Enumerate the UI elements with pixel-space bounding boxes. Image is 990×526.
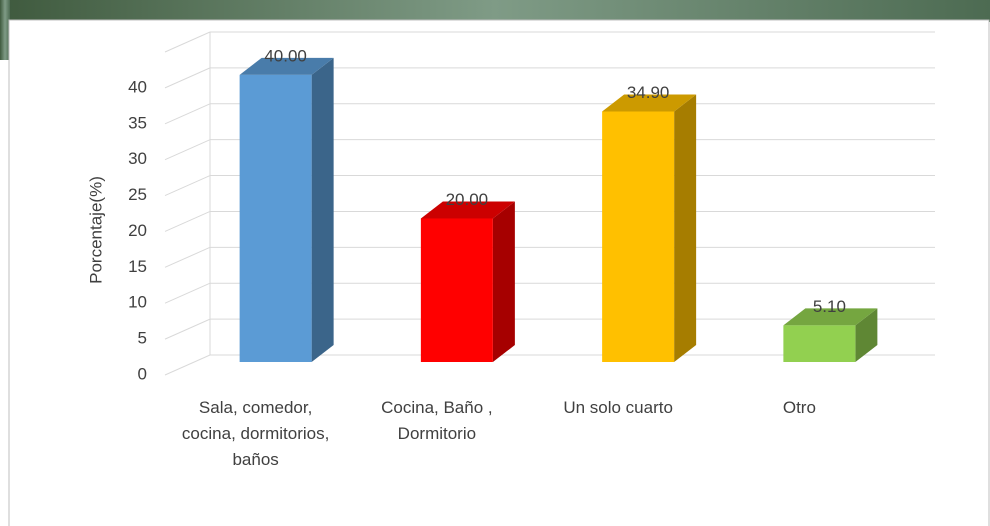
bar-side — [311, 57, 334, 363]
x-tick-label-box: Un solo cuarto — [563, 398, 673, 417]
bar-top — [783, 308, 878, 326]
x-tick-label: Cocina, Baño , Dormitorio — [381, 398, 493, 443]
bar-3d — [239, 57, 334, 363]
x-tick-label: Otro — [782, 398, 816, 417]
value-label: 40.00 — [264, 46, 307, 65]
value-label: 20.00 — [446, 190, 489, 209]
bar-side — [674, 94, 697, 363]
value-label: 5.10 — [813, 297, 846, 316]
banner — [0, 0, 990, 22]
bar — [602, 111, 675, 363]
y-tick-label: 20 — [128, 221, 147, 240]
y-tick-label: 10 — [128, 293, 147, 312]
bar-top — [602, 94, 697, 112]
side-grid-line — [164, 246, 211, 268]
value-label: 34.90 — [627, 83, 670, 102]
banner-edge — [0, 0, 10, 60]
side-grid-line — [164, 31, 211, 53]
bar-3d — [420, 201, 515, 362]
y-tick-label: 40 — [128, 77, 147, 96]
side-grid-line — [164, 67, 211, 89]
bar-side — [855, 308, 878, 362]
x-tick-label: Un solo cuarto — [563, 398, 673, 417]
y-tick-label: 35 — [128, 113, 147, 132]
y-tick-label: 15 — [128, 257, 147, 276]
bar-3d — [602, 94, 697, 363]
bar — [239, 74, 312, 362]
x-tick-label-box: Cocina, Baño , Dormitorio — [381, 398, 493, 443]
side-grid-line — [164, 282, 211, 304]
side-grid-line — [164, 354, 211, 376]
y-axis-title: Porcentaje(%) — [86, 176, 105, 284]
side-grid-line — [164, 318, 211, 340]
side-grid-line — [164, 103, 211, 125]
side-grid-line — [164, 175, 211, 197]
bar-side — [492, 201, 515, 362]
y-tick-label: 25 — [128, 185, 147, 204]
y-tick-label: 30 — [128, 149, 147, 168]
x-tick-label-box: Otro — [782, 398, 816, 417]
x-tick-label-box: Sala, comedor, cocina, dormitorios, baño… — [181, 398, 330, 469]
bar-top — [239, 57, 334, 75]
x-tick-label: Sala, comedor, cocina, dormitorios, baño… — [181, 398, 330, 469]
bar — [420, 218, 493, 362]
y-tick-label: 5 — [138, 329, 147, 348]
side-grid-line — [164, 210, 211, 232]
bar-top — [420, 201, 515, 219]
bar — [783, 325, 856, 362]
y-tick-label: 0 — [138, 364, 147, 383]
bar-3d — [783, 308, 878, 362]
side-grid-line — [164, 139, 211, 161]
